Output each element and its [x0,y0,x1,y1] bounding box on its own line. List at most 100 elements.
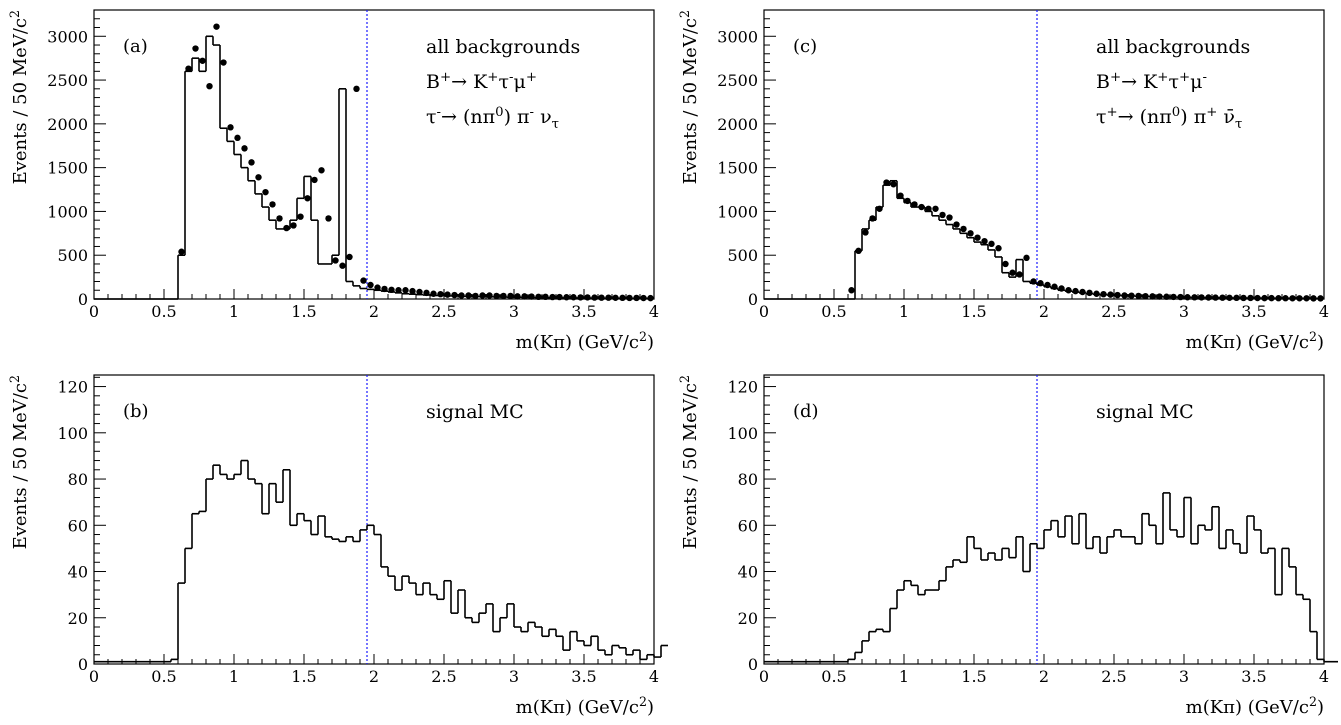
data-point [1310,295,1317,302]
data-point [1044,281,1051,289]
data-point [598,294,605,301]
x-axis-title: m(Kπ) (GeV/c2) [1186,329,1324,353]
data-point [430,290,437,297]
data-point [946,214,953,221]
data-point [213,23,220,30]
data-point [388,286,395,294]
x-tick-label: 3.5 [571,667,596,686]
y-tick-label: 3000 [717,27,758,46]
data-point [1198,294,1205,301]
data-point [1002,260,1009,268]
data-point [220,59,227,66]
y-tick-label: 2000 [717,115,758,134]
data-point [1282,295,1289,302]
data-point [290,222,297,229]
data-point [1268,294,1275,302]
y-tick-label: 500 [57,246,88,265]
x-tick-label: 3 [509,302,519,321]
data-point [465,292,472,299]
y-tick-label: 80 [68,470,88,489]
data-point [472,292,479,300]
data-point [1051,283,1058,290]
data-point [1142,292,1149,300]
data-point [605,294,612,301]
data-point [1317,295,1324,302]
x-tick-label: 2.5 [431,302,456,321]
x-tick-label: 1 [899,302,909,321]
x-axis-title: m(Kπ) (GeV/c2) [516,329,654,353]
data-point [855,247,862,255]
panel-d: 0 20 40 60 80 100 120 0 0.5 1 1.5 2 2.5 3 3.5 4 m(Kπ) (G… [677,374,1338,718]
x-tick-label: 2.5 [1101,667,1126,686]
data-point [332,257,339,264]
y-tick-label: 1000 [47,202,88,221]
data-point [577,294,584,301]
data-point [1261,294,1268,302]
data-point [633,294,640,302]
data-point [556,293,563,301]
annotation-text: B+→ K+τ+μ- [1096,70,1207,93]
data-point [402,287,409,294]
data-point [192,45,199,52]
x-tick-label: 2 [369,302,379,321]
x-tick-label: 4 [1319,667,1329,686]
histogram-series [94,35,654,300]
data-point [423,289,430,297]
y-tick-label: 80 [738,470,758,489]
data-point [1289,295,1296,302]
panel-label: (c) [793,36,817,57]
x-tick-label: 1.5 [291,667,316,686]
data-point [416,288,423,296]
data-point [1212,294,1219,301]
data-point [199,57,206,64]
data-point [549,293,556,301]
data-point [1149,293,1156,300]
data-point [255,174,262,181]
y-tick-label: 0 [78,655,88,674]
data-point [640,294,647,302]
panel-label: (d) [793,401,819,422]
y-tick-label: 100 [57,424,88,443]
data-point [953,221,960,228]
data-point [612,294,619,301]
data-point [458,292,465,299]
x-tick-label: 0.5 [151,302,176,321]
panel-label: (a) [123,36,148,57]
data-point [862,229,869,236]
data-point [297,213,304,220]
data-point [1037,280,1044,287]
x-tick-label: 1 [229,667,239,686]
data-point [925,205,932,212]
x-tick-label: 0.5 [821,667,846,686]
data-point [1191,294,1198,301]
data-point [367,281,374,289]
x-tick-label: 0 [89,667,99,686]
data-point [381,285,388,293]
data-point [1030,278,1037,285]
data-point [528,293,535,300]
y-axis-title: Events / 50 MeV/c2 [677,10,701,184]
data-point [1121,292,1128,299]
histogram-series [764,179,1324,300]
data-point [535,293,542,301]
data-point [1114,291,1121,299]
x-tick-label: 4 [1319,302,1329,321]
panel-b: 0 20 40 60 80 100 120 0 0.5 1 1.5 2 2.5 3 3.5 4 m(Kπ) (G… [7,374,668,718]
y-tick-label: 40 [68,563,88,582]
x-tick-label: 0.5 [151,667,176,686]
y-axis-title: Events / 50 MeV/c2 [7,375,31,549]
data-point [1254,294,1261,302]
y-axis-title: Events / 50 MeV/c2 [7,10,31,184]
y-tick-label: 120 [727,378,758,397]
panel-a: 0 500 1000 1500 2000 2500 3000 0 0.5 1 1.5 2 2.5 3 3.5… [7,9,659,353]
data-point [883,179,890,186]
data-point [269,201,276,208]
data-point [339,262,346,269]
data-point [960,225,967,233]
data-point [241,145,248,152]
data-point [1156,293,1163,300]
data-point [262,188,269,196]
data-point [486,292,493,299]
data-point [1233,294,1240,302]
